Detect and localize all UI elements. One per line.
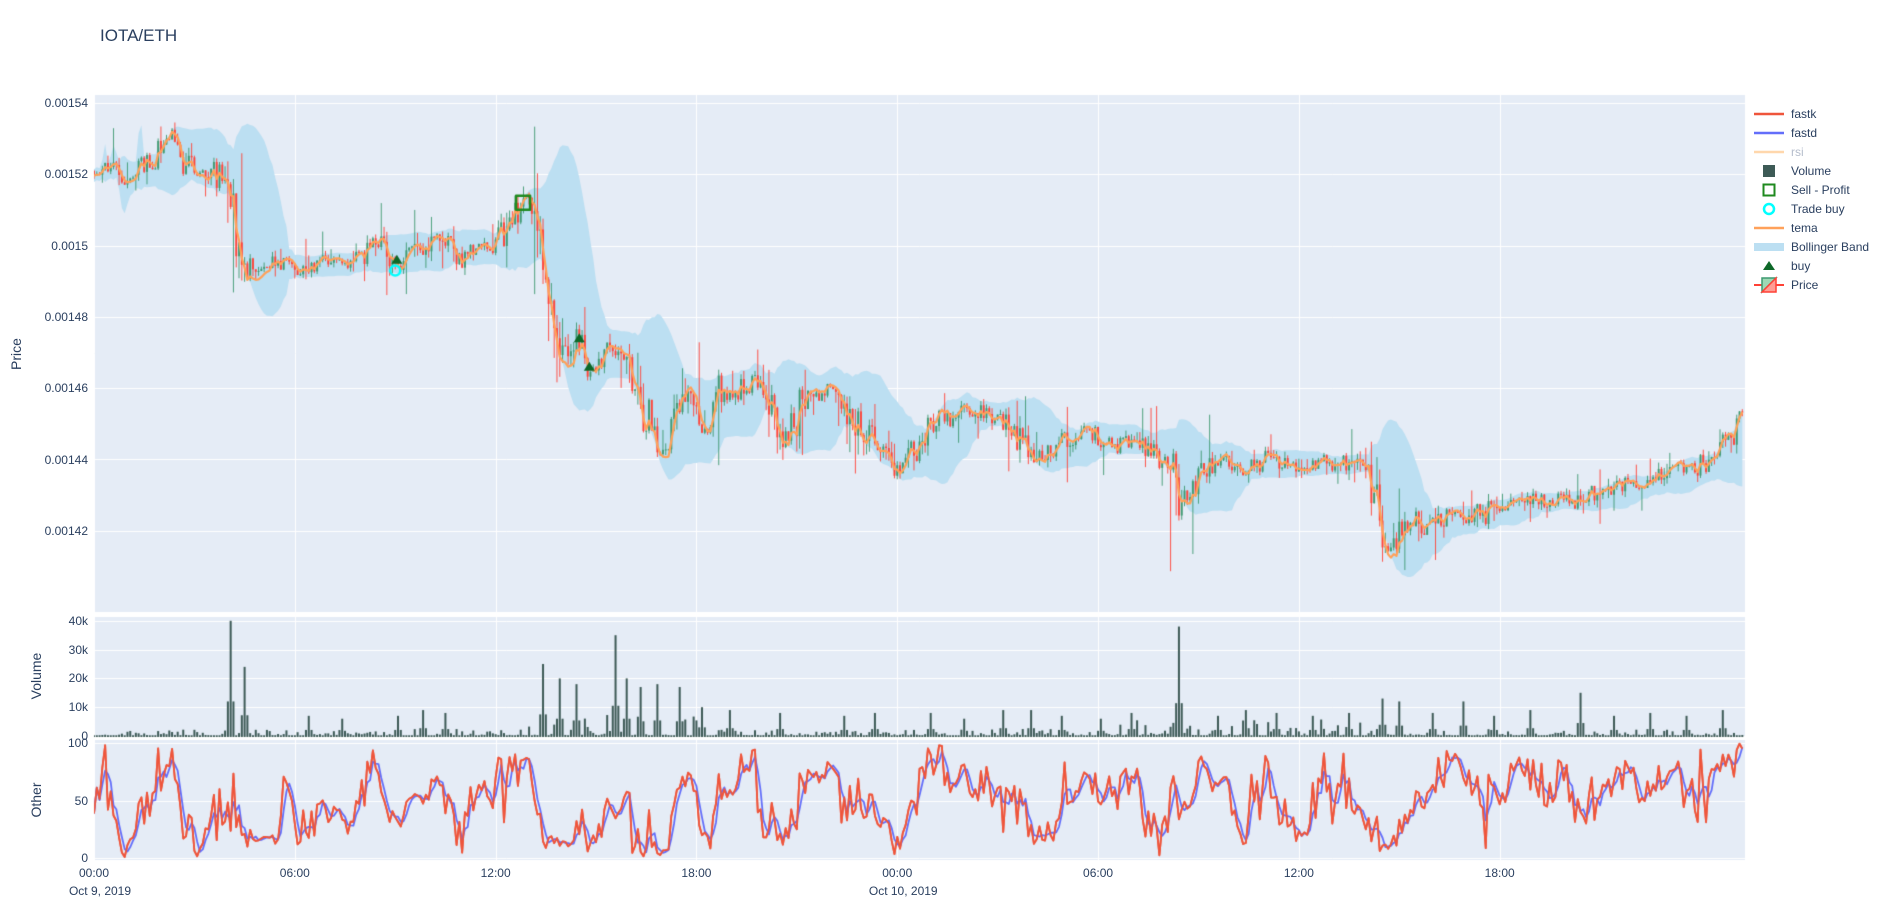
legend-label-fastd: fastd [1791, 125, 1818, 140]
price-swatch-icon [1752, 275, 1786, 294]
trade-buy-swatch-icon [1752, 201, 1786, 217]
x-tick-label: 12:00 [480, 866, 511, 880]
legend-item-tema[interactable]: tema [1752, 218, 1888, 237]
volume-swatch-icon [1752, 163, 1786, 179]
legend-label-volume: Volume [1791, 163, 1832, 178]
legend-item-trade-buy[interactable]: Trade buy [1752, 199, 1888, 218]
legend-label-tema: tema [1791, 220, 1818, 235]
tema-swatch-icon [1752, 220, 1786, 236]
x-tick-label: 06:00 [1083, 866, 1114, 880]
legend-item-sell-profit[interactable]: Sell - Profit [1752, 180, 1888, 199]
x-tick-date: Oct 10, 2019 [868, 884, 938, 898]
legend-label-rsi: rsi [1791, 144, 1804, 159]
other-axis-title: Other [28, 782, 44, 818]
other-tick-label: 0 [81, 851, 88, 865]
x-tick-label: 18:00 [1484, 866, 1515, 880]
volume-tick-label: 10k [68, 700, 88, 715]
bollinger-band-swatch-icon [1752, 239, 1786, 255]
legend-label-trade-buy: Trade buy [1791, 201, 1845, 216]
legend-label-buy: buy [1791, 258, 1811, 273]
price-tick-label: 0.0015 [51, 238, 88, 253]
volume-tick-label: 40k [68, 613, 88, 628]
price-axis-title: Price [8, 338, 24, 370]
sell-profit-swatch-icon [1752, 182, 1786, 198]
price-tick-label: 0.00148 [44, 309, 88, 324]
other-tick-label: 100 [67, 736, 88, 750]
buy-swatch-icon [1752, 258, 1786, 274]
other-tick-label: 50 [74, 793, 88, 808]
legend-label-fastk: fastk [1791, 106, 1817, 121]
price-tick-label: 0.00146 [44, 381, 88, 396]
volume-tick-label: 0 [81, 729, 88, 743]
legend-item-price[interactable]: Price [1752, 275, 1888, 294]
legend-item-fastk[interactable]: fastk [1752, 104, 1888, 123]
volume-tick-label: 30k [68, 642, 88, 657]
legend-label-price: Price [1791, 277, 1819, 292]
legend-label-bollinger-band: Bollinger Band [1791, 239, 1870, 254]
x-tick-label: 18:00 [681, 866, 712, 880]
legend-item-bollinger-band[interactable]: Bollinger Band [1752, 237, 1888, 256]
price-tick-label: 0.00154 [44, 96, 88, 110]
rsi-swatch-icon [1752, 144, 1786, 160]
x-tick-label: 06:00 [279, 866, 310, 880]
volume-axis-title: Volume [28, 652, 44, 700]
x-tick-date: Oct 9, 2019 [68, 884, 132, 898]
price-tick-label: 0.00142 [44, 523, 88, 538]
page-title: IOTA/ETH [100, 26, 178, 45]
x-tick-label: 00:00 [78, 866, 110, 880]
price-tick-label: 0.00144 [44, 452, 88, 467]
legend-item-rsi[interactable]: rsi [1752, 142, 1888, 161]
legend: fastk fastd rsi Volume Sell - Profit Trade bu… [1752, 104, 1888, 294]
fastk-swatch-icon [1752, 106, 1786, 122]
price-tick-label: 0.00152 [44, 167, 88, 182]
legend-item-buy[interactable]: buy [1752, 256, 1888, 275]
x-tick-label: 12:00 [1283, 866, 1314, 880]
volume-tick-label: 20k [68, 671, 88, 686]
legend-item-fastd[interactable]: fastd [1752, 123, 1888, 142]
legend-label-sell-profit: Sell - Profit [1791, 182, 1850, 197]
fastd-swatch-icon [1752, 125, 1786, 141]
x-tick-label: 00:00 [882, 866, 913, 880]
legend-item-volume[interactable]: Volume [1752, 161, 1888, 180]
